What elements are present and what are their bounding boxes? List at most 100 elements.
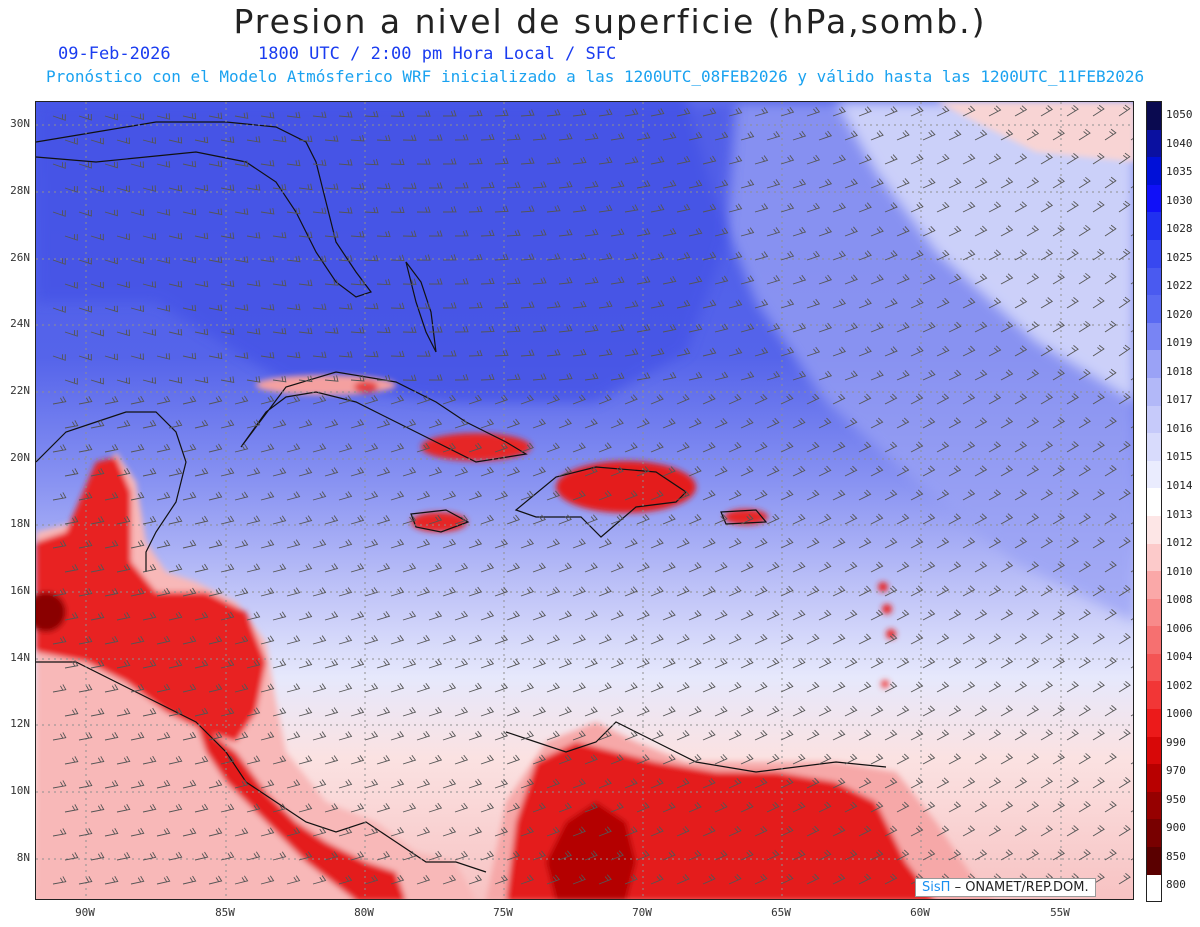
- wind-barb: [324, 375, 339, 382]
- wind-barb: [428, 706, 443, 717]
- wind-barb: [948, 321, 962, 333]
- wind-barb: [1118, 729, 1131, 741]
- wind-barb: [598, 394, 612, 405]
- wind-barb: [208, 395, 223, 405]
- wind-barb: [168, 376, 183, 384]
- wind-barb: [780, 251, 795, 261]
- wind-barb: [1000, 177, 1014, 189]
- wind-barb: [974, 417, 988, 429]
- wind-barb: [142, 281, 157, 288]
- colorbar-swatch: [1147, 129, 1161, 158]
- wind-barb: [324, 755, 339, 765]
- wind-barb: [754, 681, 768, 693]
- wind-barb: [792, 609, 806, 621]
- wind-barb: [1000, 369, 1014, 381]
- wind-barb: [104, 492, 119, 501]
- wind-barb: [1078, 657, 1091, 669]
- wind-barb: [338, 159, 353, 166]
- wind-barb: [52, 114, 66, 121]
- wind-barb: [610, 132, 625, 141]
- wind-barb: [64, 852, 79, 861]
- wind-barb: [584, 706, 598, 717]
- wind-barb: [766, 849, 780, 861]
- wind-barb: [910, 202, 924, 213]
- wind-barb: [298, 515, 313, 525]
- wind-barb: [844, 705, 858, 717]
- wind-barb: [754, 729, 768, 741]
- wind-barb: [194, 280, 209, 288]
- wind-barb: [298, 803, 313, 813]
- wind-barb: [832, 441, 846, 453]
- wind-barb: [298, 279, 313, 287]
- wind-barb: [130, 539, 145, 549]
- wind-barb: [168, 136, 183, 144]
- wind-barb: [324, 659, 339, 669]
- wind-barb: [1052, 801, 1065, 813]
- wind-barb: [740, 561, 754, 573]
- wind-barb: [1092, 393, 1105, 405]
- wind-barb: [728, 442, 742, 453]
- wind-barb: [584, 514, 598, 525]
- wind-barb: [1078, 368, 1091, 381]
- wind-barb: [650, 730, 664, 741]
- wind-barb: [1026, 129, 1040, 141]
- wind-barb: [546, 682, 560, 693]
- wind-barb: [442, 158, 457, 165]
- wind-barb: [1026, 465, 1040, 477]
- colorbar-level-label: 1028: [1166, 222, 1193, 236]
- wind-barb: [312, 395, 327, 405]
- wind-barb: [636, 610, 650, 621]
- wind-barb: [988, 585, 1002, 597]
- wind-barb: [598, 300, 613, 309]
- wind-barb: [286, 351, 301, 359]
- wind-barb: [208, 587, 223, 597]
- colorbar-swatch: [1147, 350, 1161, 378]
- wind-barb: [1014, 105, 1028, 117]
- wind-barb: [260, 875, 275, 885]
- wind-barb: [64, 660, 79, 669]
- colorbar-swatch: [1147, 212, 1161, 240]
- wind-barb: [714, 131, 729, 141]
- wind-barb: [572, 682, 586, 693]
- wind-barb: [234, 395, 249, 405]
- wind-barb: [324, 515, 339, 525]
- wind-barb: [324, 183, 339, 190]
- wind-barb: [858, 729, 872, 741]
- wind-barb: [52, 780, 67, 789]
- wind-barb: [156, 827, 171, 837]
- wind-barb: [390, 110, 405, 117]
- wind-barb: [728, 826, 742, 837]
- wind-barb: [546, 301, 561, 309]
- wind-barb: [844, 370, 858, 381]
- wind-barb: [168, 232, 183, 240]
- wind-barb: [584, 180, 599, 189]
- wind-barb: [286, 827, 301, 837]
- wind-barb: [182, 491, 197, 501]
- wind-barb: [792, 274, 807, 285]
- wind-barb: [792, 417, 806, 429]
- wind-barb: [52, 258, 66, 265]
- wind-barb: [636, 562, 650, 573]
- wind-barb: [676, 251, 691, 261]
- wind-barb: [870, 801, 884, 813]
- wind-barb: [64, 330, 78, 337]
- wind-barb: [610, 372, 625, 381]
- wind-barb: [494, 109, 509, 117]
- wind-barb: [442, 682, 457, 693]
- wind-barb: [896, 513, 910, 525]
- wind-barb: [234, 731, 249, 741]
- wind-barb: [156, 539, 171, 549]
- wind-barb: [442, 586, 457, 597]
- wind-barb: [442, 778, 457, 789]
- wind-barb: [272, 375, 287, 383]
- wind-barb: [260, 351, 275, 359]
- wind-barb: [338, 303, 353, 310]
- wind-barb: [818, 513, 832, 525]
- wind-barb: [1118, 489, 1131, 501]
- wind-barb: [832, 202, 846, 213]
- wind-barb: [350, 135, 365, 142]
- wind-barb: [948, 513, 962, 525]
- wind-barb: [364, 491, 379, 501]
- wind-barb: [116, 659, 131, 669]
- wind-barb: [220, 136, 235, 143]
